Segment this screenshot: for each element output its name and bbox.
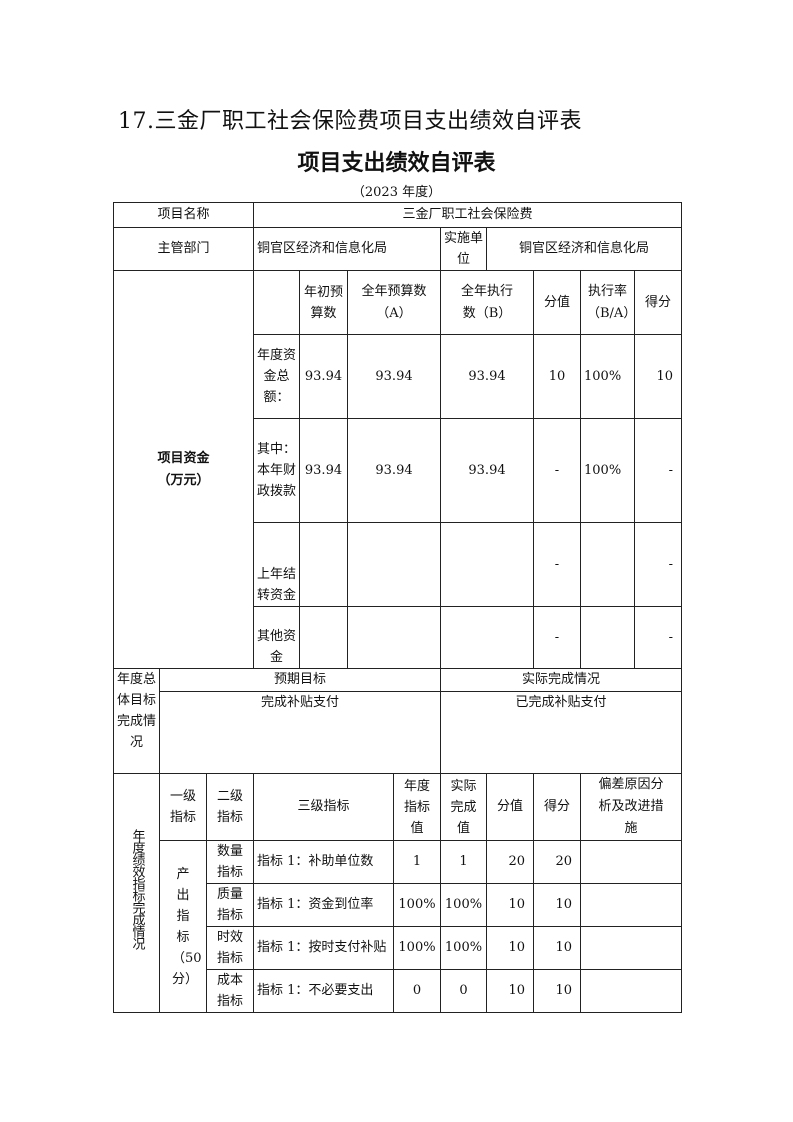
actual-goal: 已完成补贴支付 — [439, 691, 683, 774]
funds-budget: 93.94 — [347, 334, 441, 419]
project-name: 三金厂职工社会保险费 — [252, 202, 683, 228]
funds-initial — [299, 606, 348, 669]
impl-label: 实施单位 — [440, 227, 487, 271]
funds-header: 执行率（B/A） — [580, 270, 635, 335]
indicator-target: 100% — [393, 883, 441, 927]
indicator-note — [579, 883, 683, 927]
funds-score: - — [633, 606, 683, 669]
funds-rate — [580, 606, 635, 669]
level3-indicator: 指标 1：补助单位数 — [253, 840, 394, 884]
indicator-note — [579, 840, 683, 884]
level2-indicator: 质量指标 — [206, 883, 254, 927]
expected-goal: 完成补贴支付 — [159, 691, 441, 774]
funds-blank-header — [253, 270, 300, 335]
indicator-header: 得分 — [533, 773, 581, 841]
indicator-actual: 1 — [440, 840, 487, 884]
funds-budget — [347, 522, 441, 607]
indicator-target: 0 — [393, 969, 441, 1013]
funds-initial: 93.94 — [299, 418, 348, 523]
indicator-header: 一级指标 — [159, 773, 207, 841]
funds-executed — [440, 606, 534, 669]
indicator-actual: 100% — [440, 883, 487, 927]
dept: 铜官区经济和信息化局 — [253, 227, 441, 271]
funds-row-label: 年度资金总额： — [253, 334, 300, 419]
funds-row-label: 其他资金 — [253, 606, 300, 669]
funds-score: - — [633, 522, 683, 607]
indicator-note — [579, 926, 683, 970]
indicator-header: 偏差原因分析及改进措施 — [579, 773, 683, 841]
table-heading: 项目支出绩效自评表 — [297, 150, 496, 176]
indicator-target: 1 — [393, 840, 441, 884]
funds-header: 得分 — [633, 270, 683, 335]
funds-rate — [580, 522, 635, 607]
actual-label: 实际完成情况 — [439, 668, 683, 692]
indicator-score: 20 — [533, 840, 581, 884]
funds-score-value: - — [533, 522, 581, 607]
indicator-header: 实际完成值 — [440, 773, 487, 841]
funds-score: - — [633, 418, 683, 523]
funds-budget: 93.94 — [347, 418, 441, 523]
indicator-score: 10 — [533, 926, 581, 970]
indicator-actual: 100% — [440, 926, 487, 970]
funds-budget — [347, 606, 441, 669]
level2-indicator: 时效指标 — [206, 926, 254, 970]
funds-rate: 100% — [580, 334, 635, 419]
indicator-header: 三级指标 — [253, 773, 394, 841]
indicator-score-value: 10 — [486, 969, 534, 1013]
level3-indicator: 指标 1：不必要支出 — [253, 969, 394, 1013]
level2-indicator: 数量指标 — [206, 840, 254, 884]
indicator-note — [579, 969, 683, 1013]
funds-executed — [440, 522, 534, 607]
funds-header: 全年执行数（B） — [440, 270, 534, 335]
indicator-score: 10 — [533, 969, 581, 1013]
funds-row: 上年结转资金 - - — [114, 522, 683, 607]
level3-indicator: 指标 1：按时支付补贴 — [253, 926, 394, 970]
indicators-label: 年度绩效指标完成情况 — [113, 773, 160, 1013]
funds-score-value: - — [533, 418, 581, 523]
funds-header: 全年预算数（A） — [347, 270, 441, 335]
funds-executed: 93.94 — [440, 334, 534, 419]
funds-initial: 93.94 — [299, 334, 348, 419]
dept-label: 主管部门 — [113, 227, 254, 271]
funds-header: 年初预算数 — [299, 270, 348, 335]
funds-header: 分值 — [533, 270, 581, 335]
funds-score: 10 — [633, 334, 683, 419]
indicator-header: 分值 — [486, 773, 534, 841]
indicators-label-text: 年度绩效指标完成情况 — [129, 829, 145, 949]
funds-rate: 100% — [580, 418, 635, 523]
self-evaluation-table: 项目名称 三金厂职工社会保险费 主管部门 铜官区经济和信息化局 实施单位 铜官区… — [113, 202, 683, 1013]
indicator-actual: 0 — [440, 969, 487, 1013]
impl: 铜官区经济和信息化局 — [485, 227, 683, 271]
indicator-score-value: 10 — [486, 926, 534, 970]
funds-row: 年度资金总额： 93.94 93.94 93.94 10 100% 10 — [114, 334, 683, 419]
expected-label: 预期目标 — [159, 668, 441, 692]
indicator-row: 质量指标 指标 1：资金到位率 100% 100% 10 10 — [114, 883, 683, 927]
indicator-header: 二级指标 — [206, 773, 254, 841]
funds-executed: 93.94 — [440, 418, 534, 523]
level1-indicator: 产出指标（50分） — [159, 840, 207, 1013]
year-label: （2023 年度） — [351, 185, 442, 200]
indicator-score-value: 10 — [486, 883, 534, 927]
indicator-row: 产出指标（50分） 数量指标 指标 1：补助单位数 1 1 20 20 — [114, 840, 683, 1013]
funds-score-value: - — [533, 606, 581, 669]
level2-indicator: 成本指标 — [206, 969, 254, 1013]
funds-row-label: 上年结转资金 — [253, 522, 300, 607]
document-title: 17.三金厂职工社会保险费项目支出绩效自评表 — [118, 109, 582, 134]
indicator-score: 10 — [533, 883, 581, 927]
funds-row-label: 其中：本年财政拨款 — [253, 418, 300, 523]
project-name-label: 项目名称 — [113, 202, 254, 228]
goals-label: 年度总体目标完成情况 — [113, 668, 160, 774]
funds-row: 其中：本年财政拨款 93.94 93.94 93.94 - 100% - — [114, 418, 683, 523]
level3-indicator: 指标 1：资金到位率 — [253, 883, 394, 927]
indicator-row: 成本指标 指标 1：不必要支出 0 0 10 10 — [114, 969, 683, 1013]
funds-initial — [299, 522, 348, 607]
indicator-header: 年度指标值 — [393, 773, 441, 841]
indicator-target: 100% — [393, 926, 441, 970]
funds-label: 项目资金（万元） — [113, 270, 254, 669]
funds-score-value: 10 — [533, 334, 581, 419]
indicator-score-value: 20 — [486, 840, 534, 884]
